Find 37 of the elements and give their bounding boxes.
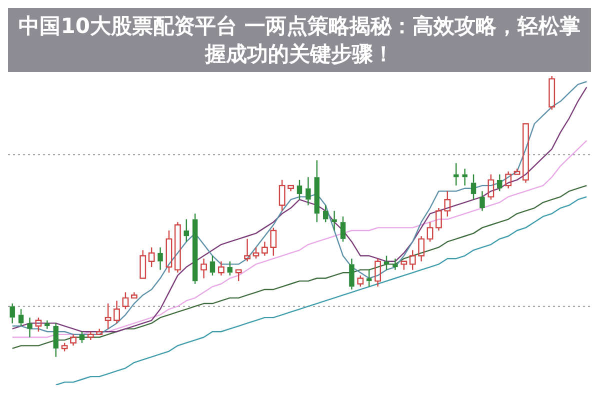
candlestick <box>218 260 224 276</box>
candlestick <box>470 174 476 200</box>
candlestick <box>392 258 398 270</box>
candlestick <box>462 168 468 186</box>
candlestick <box>288 184 294 192</box>
candlestick <box>505 170 512 189</box>
candlestick <box>27 316 32 338</box>
candlestick <box>409 250 416 270</box>
candlestick <box>522 123 529 184</box>
candlestick <box>192 213 198 284</box>
candlestick <box>332 210 337 232</box>
candlestick <box>278 179 286 212</box>
candlestick <box>53 322 58 358</box>
candlestick <box>374 258 382 288</box>
candlestick <box>158 246 163 270</box>
candlestick <box>349 258 354 290</box>
candlestick <box>200 258 207 279</box>
candlestick <box>444 190 451 218</box>
candlestick <box>87 331 94 341</box>
candlestick <box>184 218 189 242</box>
candlestick <box>18 308 24 327</box>
candlestick <box>174 221 181 274</box>
candlestick <box>130 292 138 299</box>
candlestick <box>418 236 425 262</box>
candlestick <box>148 246 155 268</box>
candlestick <box>114 300 120 324</box>
candlestick <box>104 302 112 330</box>
candlestick <box>306 176 311 206</box>
candlestick <box>44 320 50 330</box>
candlestick <box>480 190 485 212</box>
candlestick <box>270 227 277 256</box>
candlestick <box>314 160 320 223</box>
candlestick <box>261 241 268 256</box>
chart-title: 中国10大股票配资平台 一两点策略揭秘：高效攻略，轻松掌握成功的关键步骤！ <box>8 8 591 72</box>
candlestick <box>296 179 302 200</box>
candlestick <box>166 230 172 274</box>
candlestick <box>244 238 250 262</box>
